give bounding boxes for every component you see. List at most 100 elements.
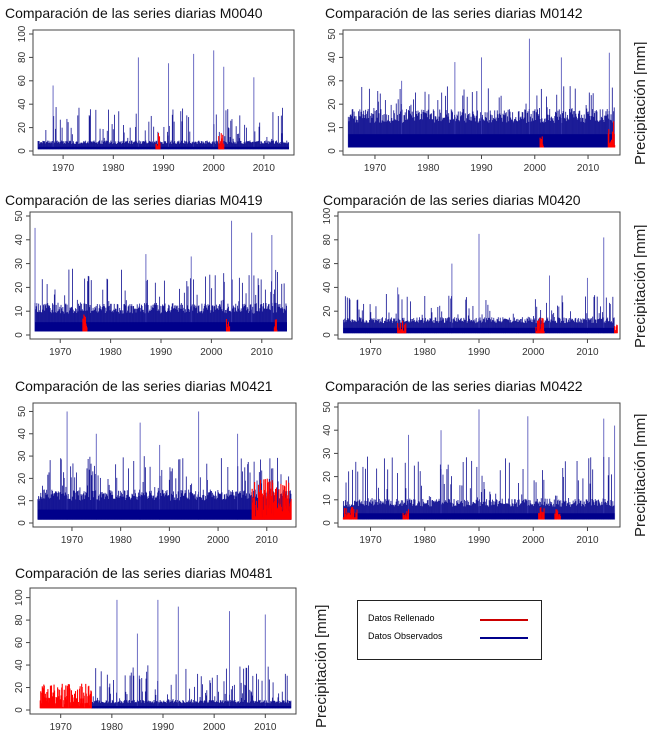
x-tick-label: 2010 bbox=[577, 163, 600, 174]
y-tick-label: 50 bbox=[14, 210, 25, 222]
y-tick-label: 20 bbox=[322, 471, 333, 483]
observed-band bbox=[35, 322, 287, 332]
y-tick-label: 20 bbox=[14, 281, 25, 293]
x-tick-label: 2000 bbox=[207, 535, 230, 546]
chart-2: 0 10 20 30 40 50 1970 1980 1990 2000 2010 bbox=[14, 210, 293, 358]
legend-line-observed bbox=[480, 637, 528, 639]
y-tick-label: 50 bbox=[327, 28, 338, 40]
x-tick-label: 2000 bbox=[524, 163, 547, 174]
y-tick-label: 40 bbox=[322, 281, 333, 293]
legend-label-filled: Datos Rellenado bbox=[368, 613, 435, 623]
chart-0: 0 20 40 60 80 100 1970 1980 1990 2000 2010 bbox=[17, 25, 295, 174]
y-tick-label: 30 bbox=[17, 450, 28, 462]
y-tick-label: 40 bbox=[17, 428, 28, 440]
x-tick-label: 2000 bbox=[203, 722, 226, 733]
x-tick-label: 1990 bbox=[468, 347, 491, 358]
x-tick-label: 2010 bbox=[251, 347, 274, 358]
y-tick-label: 30 bbox=[322, 447, 333, 459]
panel-title: Comparación de las series diarias M0421 bbox=[15, 378, 273, 394]
y-tick-label: 30 bbox=[327, 75, 338, 87]
x-tick-label: 1970 bbox=[49, 347, 72, 358]
y-axis-label: Precipitación [mm] bbox=[632, 413, 647, 537]
y-tick-label: 0 bbox=[17, 520, 28, 526]
y-tick-label: 40 bbox=[327, 51, 338, 63]
y-tick-label: 0 bbox=[322, 520, 333, 526]
y-tick-label: 10 bbox=[17, 495, 28, 507]
y-tick-label: 0 bbox=[17, 148, 28, 154]
y-tick-label: 30 bbox=[14, 258, 25, 270]
x-tick-label: 1970 bbox=[359, 535, 382, 546]
y-tick-label: 20 bbox=[322, 305, 333, 317]
x-tick-label: 1980 bbox=[101, 722, 124, 733]
legend-label-observed: Datos Observados bbox=[368, 631, 443, 641]
observed-band bbox=[91, 705, 291, 709]
x-tick-label: 1980 bbox=[99, 347, 122, 358]
observed-band bbox=[343, 327, 615, 334]
panel-title: Comparación de las series diarias M0419 bbox=[5, 192, 263, 208]
x-tick-label: 1980 bbox=[414, 347, 437, 358]
panel-title: Comparación de las series diarias M0142 bbox=[325, 5, 583, 21]
panel-title: Comparación de las series diarias M0040 bbox=[5, 5, 263, 21]
y-axis-label: Precipitación [mm] bbox=[632, 224, 647, 348]
panel-title: Comparación de las series diarias M0420 bbox=[323, 192, 581, 208]
chart-5: 0 10 20 30 40 50 1970 1980 1990 2000 2010 bbox=[322, 401, 621, 546]
y-tick-label: 80 bbox=[322, 234, 333, 246]
observed-band bbox=[37, 509, 292, 520]
x-tick-label: 2000 bbox=[522, 535, 545, 546]
x-tick-label: 1990 bbox=[158, 535, 181, 546]
observed-band bbox=[348, 134, 615, 148]
y-tick-label: 80 bbox=[14, 614, 25, 626]
y-tick-label: 50 bbox=[322, 401, 333, 413]
x-tick-label: 2010 bbox=[256, 535, 279, 546]
y-tick-label: 40 bbox=[322, 424, 333, 436]
y-tick-label: 60 bbox=[322, 258, 333, 270]
y-tick-label: 0 bbox=[322, 332, 333, 338]
y-tick-label: 0 bbox=[327, 148, 338, 154]
x-tick-label: 1970 bbox=[52, 163, 75, 174]
y-tick-label: 20 bbox=[14, 682, 25, 694]
x-tick-label: 2010 bbox=[576, 535, 599, 546]
y-tick-label: 60 bbox=[14, 637, 25, 649]
x-tick-label: 1980 bbox=[102, 163, 125, 174]
observed-band bbox=[38, 146, 289, 150]
y-tick-label: 20 bbox=[327, 98, 338, 110]
y-tick-label: 20 bbox=[17, 122, 28, 134]
panel-title: Comparación de las series diarias M0422 bbox=[325, 378, 583, 394]
y-tick-label: 60 bbox=[17, 75, 28, 87]
y-axis-label: Precipitación [mm] bbox=[313, 604, 330, 728]
y-tick-label: 20 bbox=[17, 472, 28, 484]
x-tick-label: 1990 bbox=[152, 163, 175, 174]
y-tick-label: 40 bbox=[14, 659, 25, 671]
y-tick-label: 40 bbox=[14, 234, 25, 246]
x-tick-label: 1970 bbox=[61, 535, 84, 546]
x-tick-label: 2000 bbox=[200, 347, 223, 358]
y-tick-label: 0 bbox=[14, 707, 25, 713]
y-tick-label: 10 bbox=[14, 305, 25, 317]
x-tick-label: 1990 bbox=[468, 535, 491, 546]
legend-line-filled bbox=[480, 619, 528, 621]
x-tick-label: 1990 bbox=[150, 347, 173, 358]
y-tick-label: 10 bbox=[322, 494, 333, 506]
x-tick-label: 1980 bbox=[110, 535, 133, 546]
x-tick-label: 1990 bbox=[470, 163, 493, 174]
plot-frame bbox=[32, 402, 297, 528]
x-tick-label: 2010 bbox=[576, 347, 599, 358]
x-tick-label: 1970 bbox=[359, 347, 382, 358]
x-tick-label: 2000 bbox=[522, 347, 545, 358]
observed-band bbox=[343, 513, 615, 520]
y-tick-label: 0 bbox=[14, 332, 25, 338]
x-tick-label: 1980 bbox=[417, 163, 440, 174]
y-axis-label: Precipitación [mm] bbox=[632, 41, 647, 165]
y-tick-label: 50 bbox=[17, 405, 28, 417]
panel-title: Comparación de las series diarias M0481 bbox=[15, 565, 273, 581]
y-tick-label: 100 bbox=[14, 589, 25, 606]
y-tick-label: 80 bbox=[17, 51, 28, 63]
chart-4: 0 10 20 30 40 50 1970 1980 1990 2000 2010 bbox=[17, 402, 297, 546]
y-tick-label: 100 bbox=[17, 25, 28, 42]
x-tick-label: 2010 bbox=[253, 163, 276, 174]
x-tick-label: 2010 bbox=[254, 722, 277, 733]
chart-1: 0 10 20 30 40 50 1970 1980 1990 2000 2010 bbox=[327, 28, 621, 174]
y-tick-label: 10 bbox=[327, 122, 338, 134]
chart-3: 0 20 40 60 80 100 1970 1980 1990 2000 2010 bbox=[322, 207, 621, 358]
x-tick-label: 1980 bbox=[414, 535, 437, 546]
